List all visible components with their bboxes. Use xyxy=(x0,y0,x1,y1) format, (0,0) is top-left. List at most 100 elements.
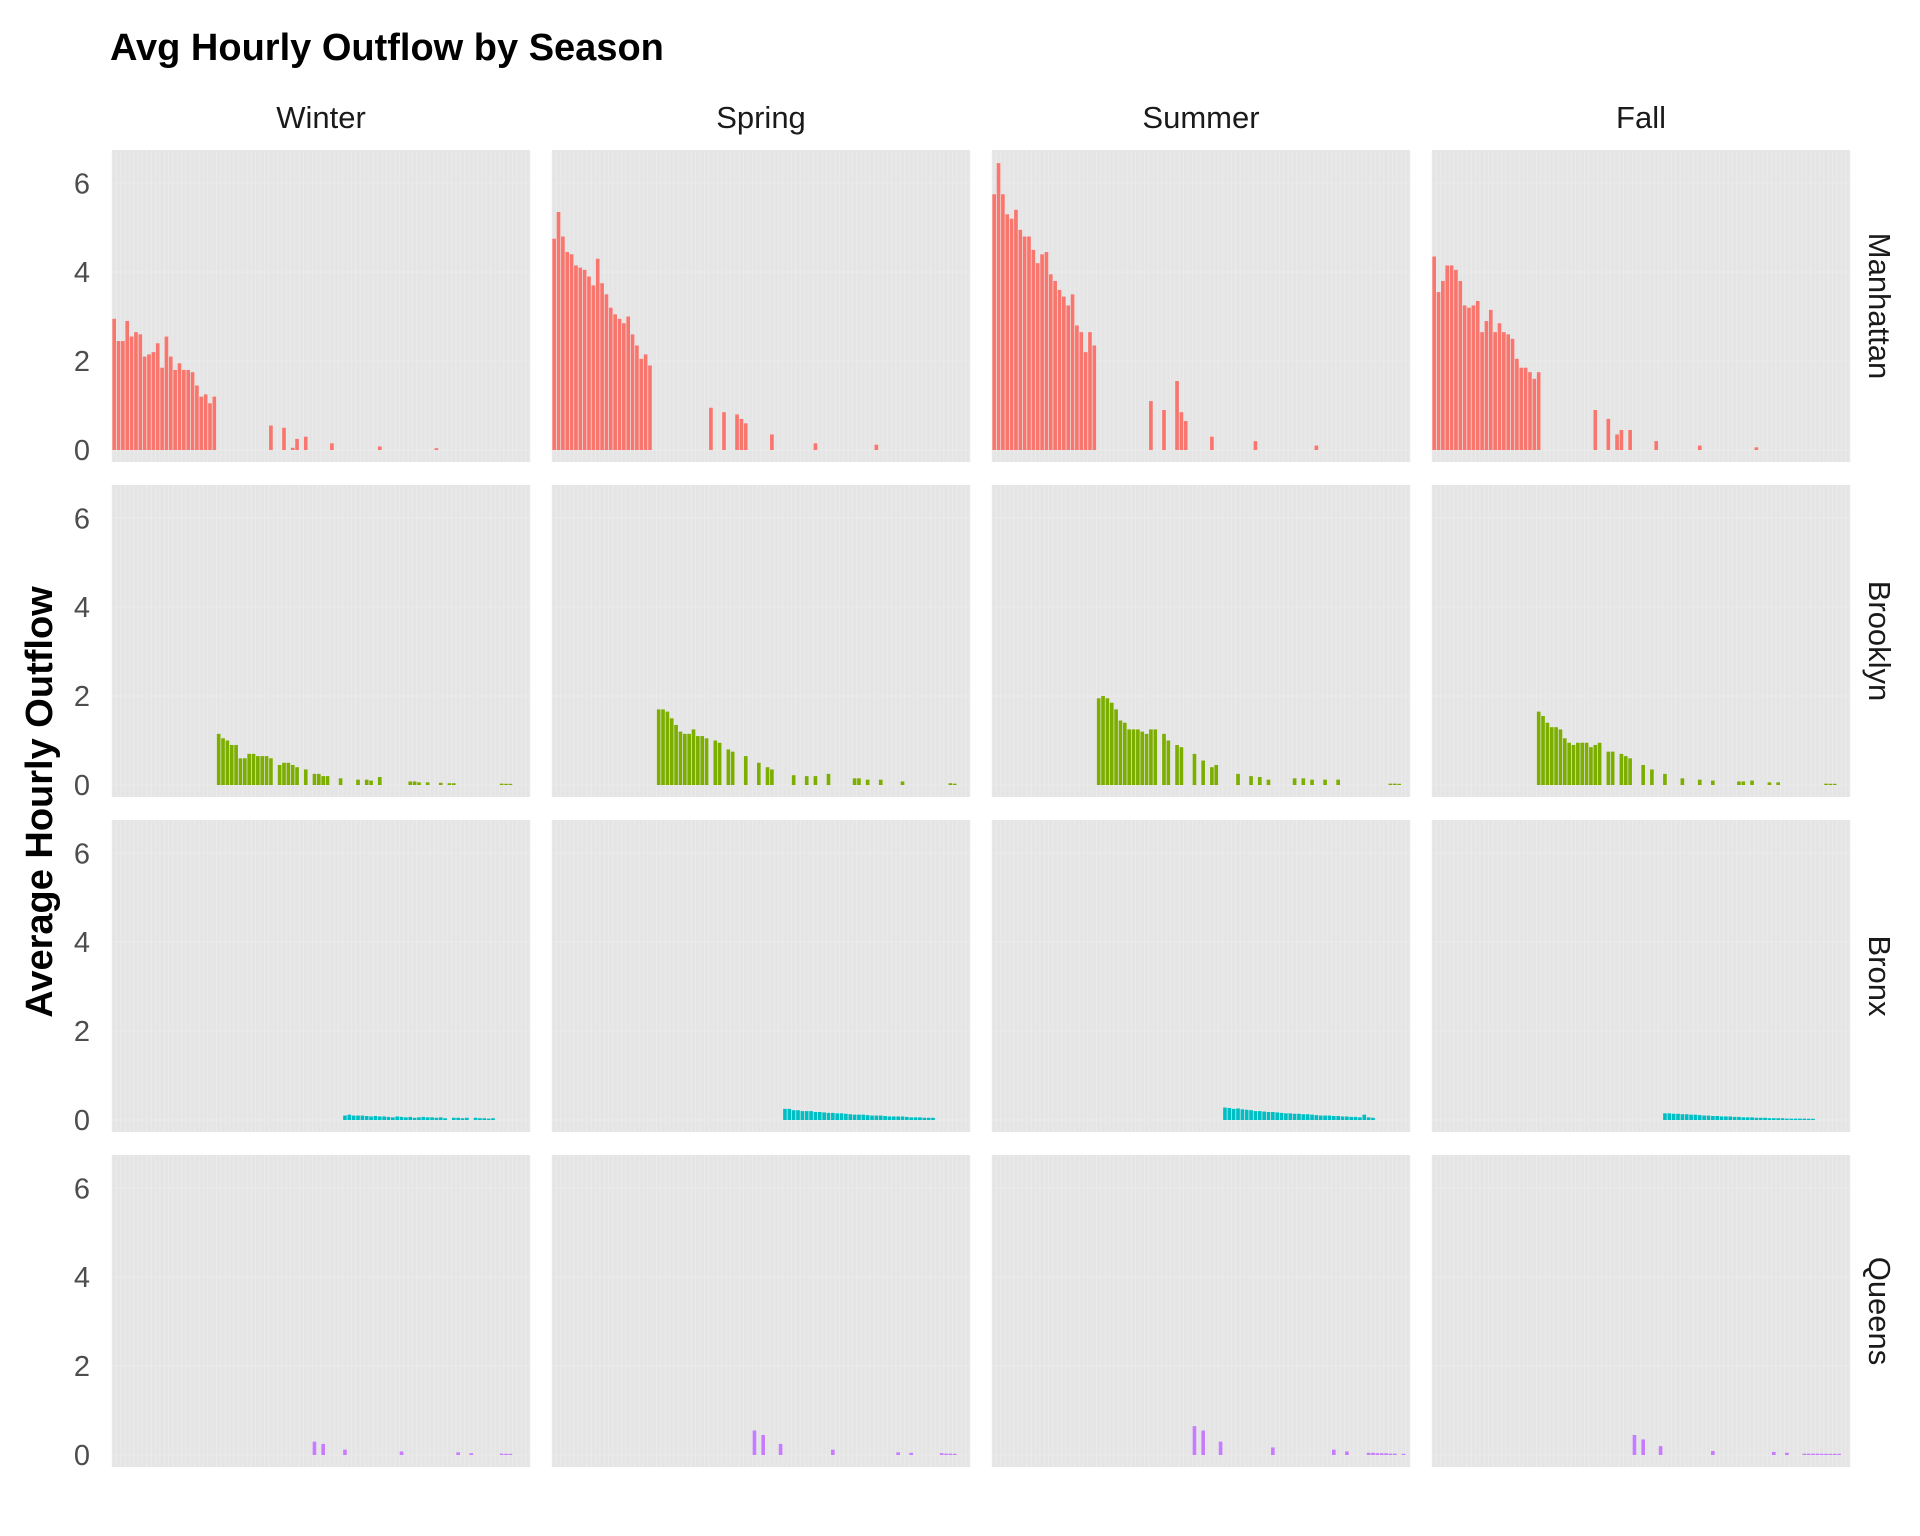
bar xyxy=(626,316,631,450)
bar xyxy=(1802,1453,1807,1455)
bar xyxy=(1384,1453,1388,1455)
bar xyxy=(1053,280,1057,450)
bar xyxy=(1667,1113,1672,1120)
bar xyxy=(221,738,225,785)
bar xyxy=(1832,783,1837,785)
bar xyxy=(1750,1117,1754,1120)
bar xyxy=(1754,447,1759,450)
bar xyxy=(1035,263,1040,450)
bar xyxy=(247,753,251,785)
bar xyxy=(364,1115,369,1120)
bar xyxy=(1162,409,1166,450)
bar xyxy=(1528,372,1532,450)
y-tick-label: 0 xyxy=(74,770,90,802)
bar xyxy=(939,1453,944,1455)
bar xyxy=(669,718,674,785)
bar xyxy=(482,1118,487,1120)
bar xyxy=(1519,367,1524,450)
bar xyxy=(412,1117,417,1120)
bar xyxy=(822,1112,826,1120)
bar xyxy=(360,1115,365,1120)
bar xyxy=(1088,332,1092,450)
bar xyxy=(195,385,199,450)
bar xyxy=(844,1113,848,1120)
bar xyxy=(1593,409,1598,450)
bar xyxy=(1815,1453,1820,1455)
bar xyxy=(1257,1111,1262,1120)
bar xyxy=(1798,1118,1802,1120)
y-tick-label: 2 xyxy=(74,1351,90,1383)
bar xyxy=(1828,783,1833,785)
bar xyxy=(665,711,670,785)
bar xyxy=(1536,711,1541,785)
y-tick-label: 6 xyxy=(74,503,90,535)
y-tick-label: 4 xyxy=(74,1262,90,1294)
bar xyxy=(1745,1117,1750,1120)
bar xyxy=(726,749,731,785)
bar xyxy=(1179,412,1184,450)
bar xyxy=(992,194,997,450)
bar xyxy=(1392,1453,1397,1455)
bar xyxy=(303,769,308,785)
bar xyxy=(1366,1117,1371,1120)
bar xyxy=(948,1453,953,1455)
bar xyxy=(1301,1114,1306,1120)
bar xyxy=(1737,1116,1741,1120)
bar xyxy=(225,740,230,785)
bar xyxy=(160,367,164,450)
bar xyxy=(1001,194,1005,450)
bar xyxy=(1793,1118,1798,1120)
bar xyxy=(290,447,295,450)
bar xyxy=(574,265,578,450)
bar xyxy=(112,318,117,450)
bar xyxy=(1318,1115,1323,1120)
bar xyxy=(608,307,613,450)
bar xyxy=(1663,1113,1667,1120)
bar xyxy=(1149,729,1153,785)
bar xyxy=(1776,1118,1780,1120)
bar xyxy=(700,736,705,785)
bar xyxy=(1641,1439,1646,1455)
bar xyxy=(1763,1117,1767,1120)
bar xyxy=(1314,445,1319,450)
bar xyxy=(826,773,831,785)
bar xyxy=(1231,1108,1236,1120)
bar xyxy=(1802,1118,1807,1120)
bar xyxy=(312,773,317,785)
bar xyxy=(569,254,574,450)
bar xyxy=(1632,1434,1637,1455)
bar xyxy=(1741,781,1746,785)
bar xyxy=(269,425,273,450)
bar xyxy=(1671,1113,1676,1120)
bar xyxy=(451,1117,456,1120)
facet-column-label: Summer xyxy=(1142,100,1259,135)
bar xyxy=(1327,1115,1332,1120)
bar xyxy=(242,758,247,785)
bar xyxy=(865,779,870,785)
bar xyxy=(813,1111,818,1120)
bar xyxy=(635,345,639,450)
bar xyxy=(1310,1114,1314,1120)
bar xyxy=(499,1453,504,1455)
bar xyxy=(1018,229,1023,450)
bar xyxy=(203,394,208,450)
bar xyxy=(460,1118,465,1120)
bar xyxy=(438,782,443,785)
bar xyxy=(1785,1452,1789,1455)
bar xyxy=(425,1117,430,1120)
bar xyxy=(1218,1441,1223,1455)
y-tick-label: 0 xyxy=(74,1440,90,1472)
bar xyxy=(1175,744,1179,785)
bar xyxy=(1610,751,1615,785)
bar xyxy=(1292,1113,1297,1120)
bar xyxy=(1711,1115,1715,1120)
bar xyxy=(1210,767,1214,785)
bar xyxy=(1066,305,1071,450)
bar xyxy=(1510,338,1515,450)
bar xyxy=(1136,729,1140,785)
bar xyxy=(804,776,809,785)
facet-row-label: Brooklyn xyxy=(1862,581,1897,702)
bar xyxy=(556,212,561,450)
bar xyxy=(1358,1117,1362,1120)
bar xyxy=(147,354,151,450)
